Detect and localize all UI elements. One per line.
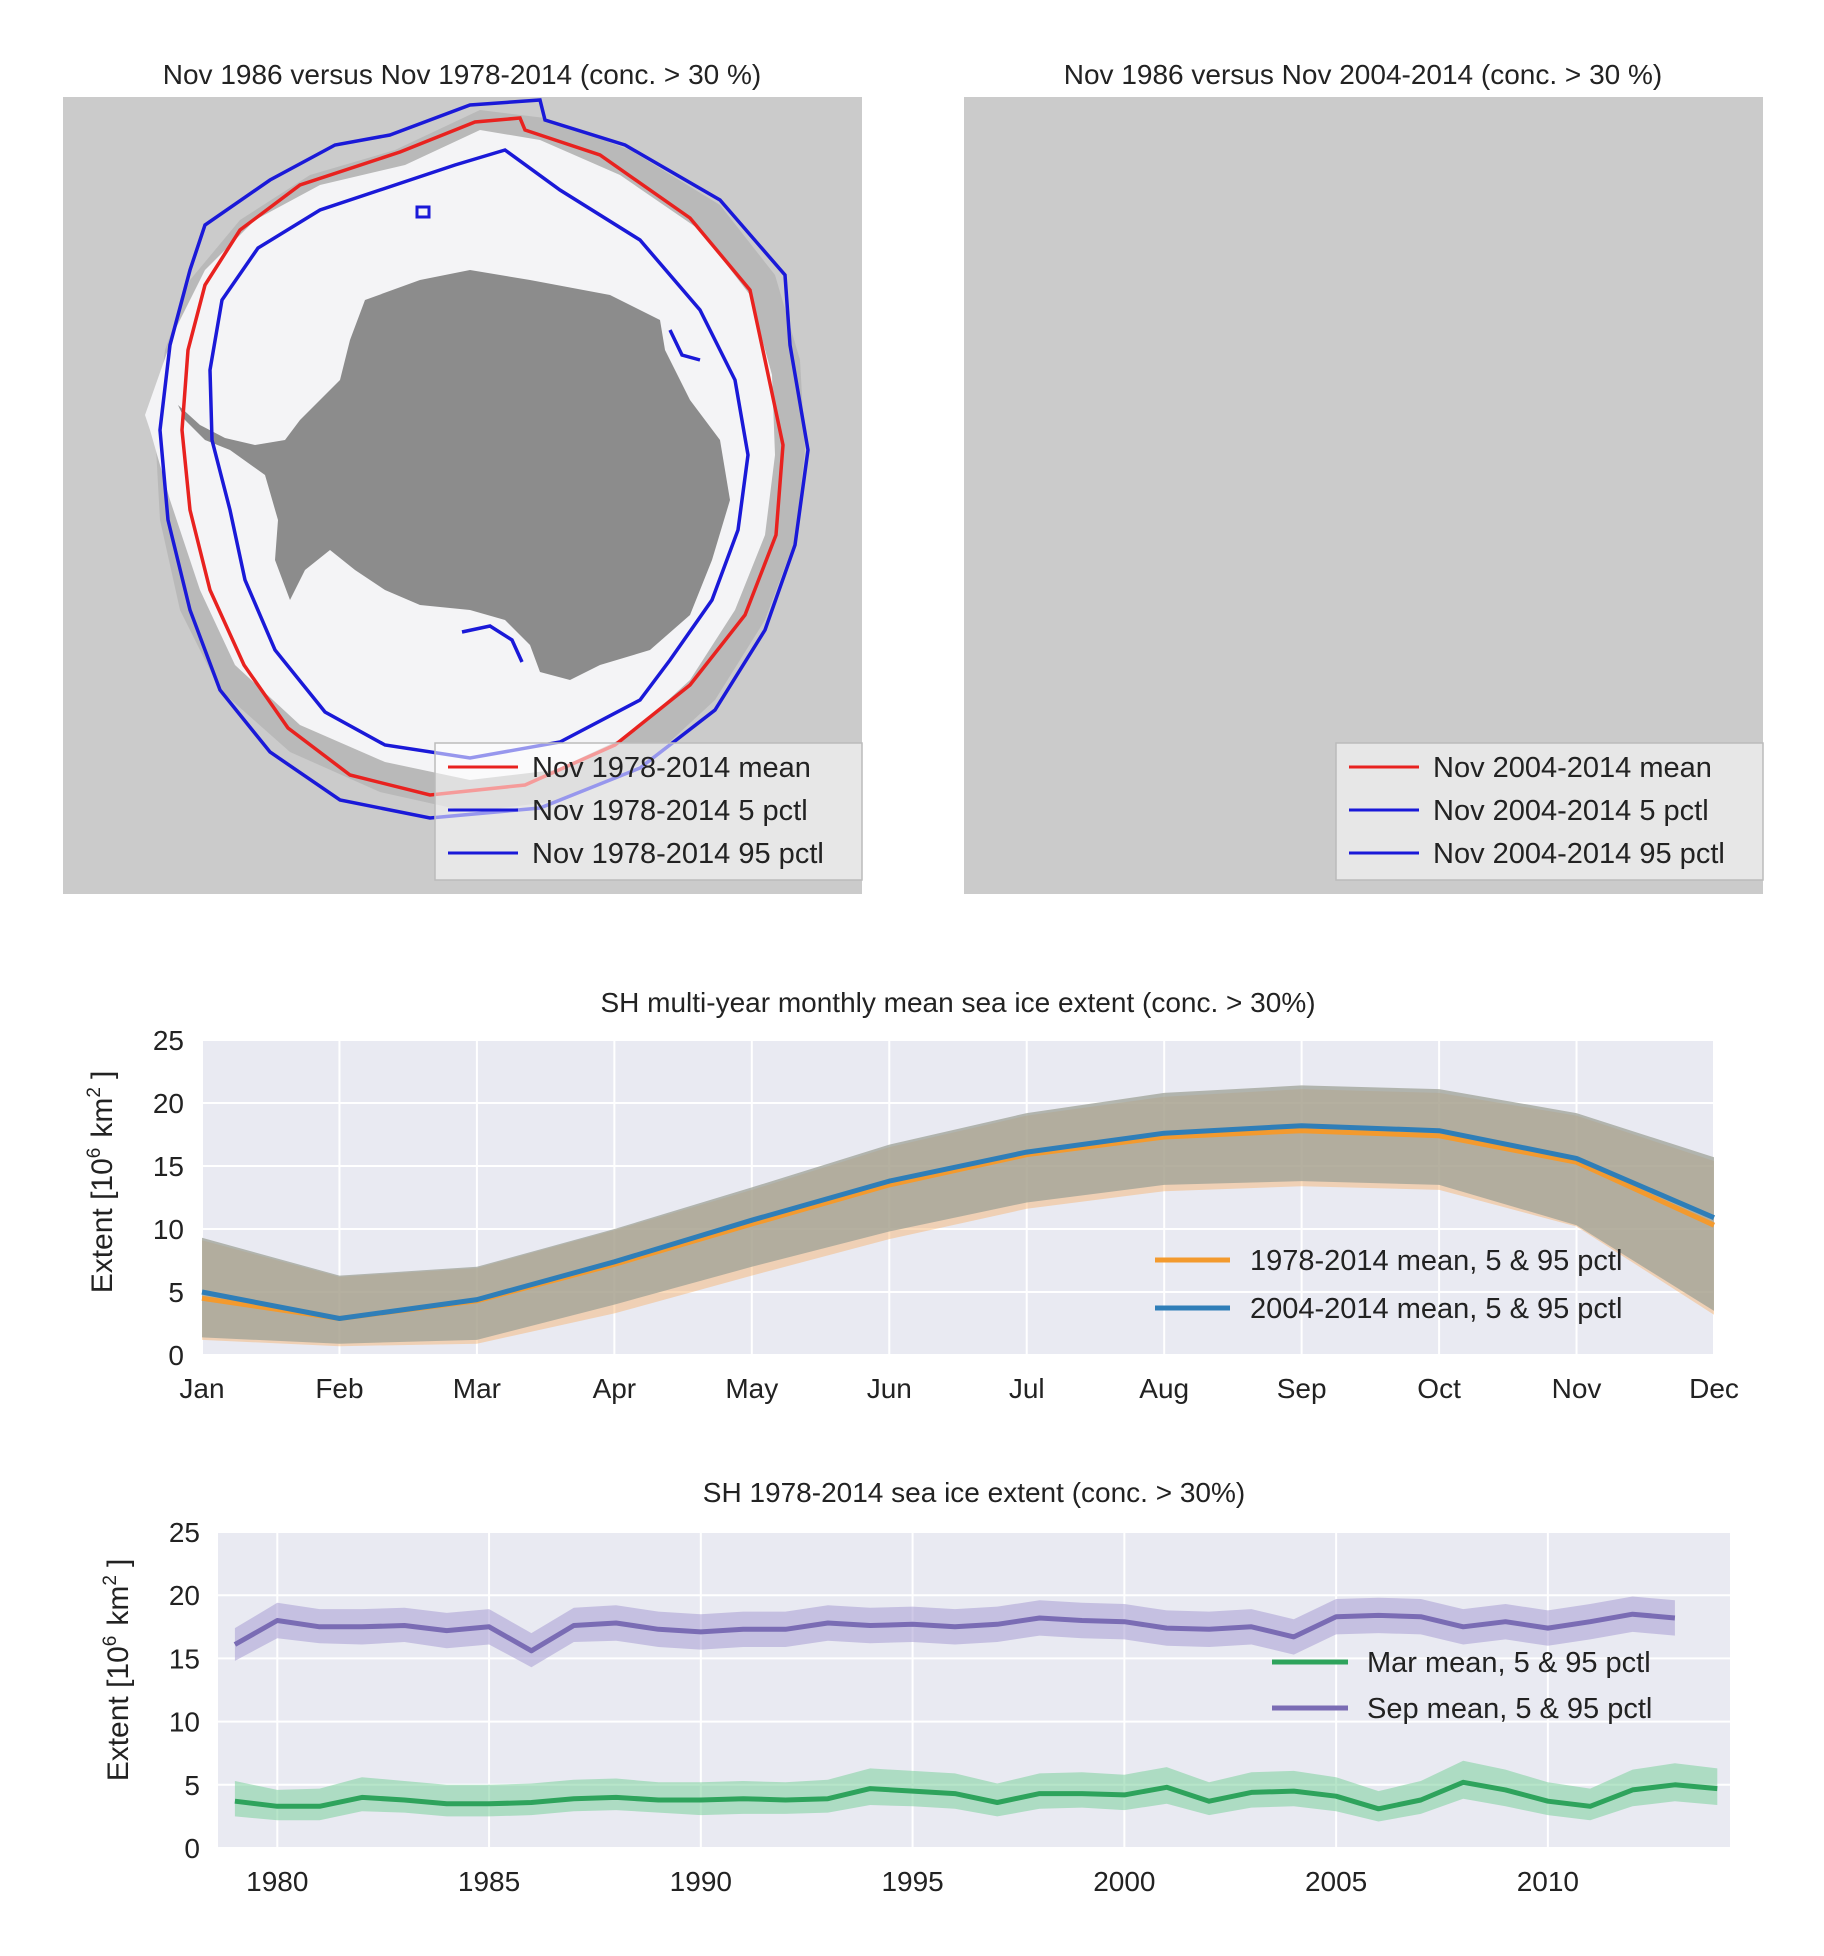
x-tick-label: 1980 (246, 1866, 308, 1897)
pctl95-island (415, 205, 431, 219)
pctl-band-1 (202, 1085, 1714, 1344)
x-tick-label: Feb (315, 1373, 363, 1404)
mean-line-1 (233, 1611, 1676, 1654)
y-tick-label: 15 (169, 1643, 200, 1674)
y-tick-label: 25 (169, 1517, 200, 1548)
legend-label-1978-2014: 1978-2014 mean, 5 & 95 pctl (1250, 1245, 1622, 1277)
x-tick-label: 2000 (1093, 1866, 1155, 1897)
y-tick-label: 25 (153, 1025, 184, 1056)
x-tick-label: 1995 (881, 1866, 943, 1897)
x-tick-label: Nov (1552, 1373, 1602, 1404)
x-tick-label: May (725, 1373, 778, 1404)
x-tick-label: Dec (1689, 1373, 1739, 1404)
y-tick-label: 10 (169, 1707, 200, 1738)
y-tick-label: 20 (169, 1580, 200, 1611)
legend-mean: Nov 2004-2014 mean (1433, 752, 1712, 784)
y-tick-label: 10 (153, 1214, 184, 1245)
pctl-band-1 (234, 1596, 1675, 1668)
chart-title: SH multi-year monthly mean sea ice exten… (600, 987, 1315, 1018)
x-tick-label: Jul (1009, 1373, 1045, 1404)
mean-line-0 (234, 1779, 1718, 1812)
map-title: Nov 1986 versus Nov 1978-2014 (conc. > 3… (163, 59, 761, 90)
y-tick-label: 0 (168, 1340, 184, 1371)
x-tick-label: Jan (179, 1373, 224, 1404)
legend-pctl95: Nov 1978-2014 95 pctl (532, 838, 824, 870)
legend: 1978-2014 mean, 5 & 95 pctl 2004-2014 me… (1155, 1245, 1622, 1325)
map-panel-2004-2014: Nov 1986 versus Nov 2004-2014 (conc. > 3… (964, 59, 1764, 894)
x-tick-label: 1985 (458, 1866, 520, 1897)
map-panel-1978-2014: Nov 1986 versus Nov 1978-2014 (conc. > 3… (63, 59, 863, 894)
x-tick-label: Oct (1417, 1373, 1461, 1404)
legend-mean: Nov 1978-2014 mean (532, 752, 811, 784)
x-tick-label: Apr (593, 1373, 637, 1404)
x-tick-label: Sep (1277, 1373, 1327, 1404)
y-axis-label: Extent [106km2] (100, 1559, 135, 1782)
x-tick-label: 2010 (1517, 1866, 1579, 1897)
map-figure: Nov 1986 versus Nov 1978-2014 (conc. > 3… (63, 59, 1764, 894)
x-tick-label: Aug (1139, 1373, 1189, 1404)
map-title: Nov 1986 versus Nov 2004-2014 (conc. > 3… (1064, 59, 1662, 90)
plot-area: 0 5 10 15 20 25 Jan Feb Mar Apr May Jun Jul Aug Sep Oct… (153, 1025, 1739, 1404)
legend-pctl95: Nov 2004-2014 95 pctl (1433, 838, 1725, 870)
x-tick-label: Mar (453, 1373, 501, 1404)
pctl5-contour (208, 148, 750, 760)
y-tick-label: 20 (153, 1088, 184, 1119)
legend-pctl5: Nov 2004-2014 5 pctl (1433, 795, 1709, 827)
legend: Mar mean, 5 & 95 pctl Sep mean, 5 & 95 p… (1272, 1647, 1652, 1725)
x-tick-label: 1990 (670, 1866, 732, 1897)
x-tick-label: Jun (867, 1373, 912, 1404)
legend-label-mar: Mar mean, 5 & 95 pctl (1367, 1647, 1651, 1679)
plot-area: 0 5 10 15 20 25 1980 1985 1990 1995 2000 2005 2010 (169, 1517, 1730, 1897)
yearly-extent-chart: SH 1978-2014 sea ice extent (conc. > 30%… (100, 1477, 1730, 1897)
y-tick-label: 5 (168, 1277, 184, 1308)
y-axis-label: Extent [106km2] (84, 1071, 119, 1294)
y-tick-label: 0 (184, 1833, 200, 1864)
x-tick-label: 2005 (1305, 1866, 1367, 1897)
map-legend: Nov 2004-2014 mean Nov 2004-2014 5 pctl … (1335, 742, 1764, 881)
antarctica-land (178, 270, 730, 680)
pctl5-fragment (668, 329, 701, 362)
map-legend: Nov 1978-2014 mean Nov 1978-2014 5 pctl … (434, 742, 863, 881)
legend-label-2004-2014: 2004-2014 mean, 5 & 95 pctl (1250, 1293, 1622, 1325)
pctl5-fragment (461, 624, 524, 663)
y-tick-label: 15 (153, 1151, 184, 1182)
chart-title: SH 1978-2014 sea ice extent (conc. > 30%… (703, 1477, 1245, 1508)
legend-pctl5: Nov 1978-2014 5 pctl (532, 795, 808, 827)
legend-label-sep: Sep mean, 5 & 95 pctl (1367, 1693, 1652, 1725)
pctl-band-0 (234, 1760, 1718, 1822)
monthly-extent-chart: SH multi-year monthly mean sea ice exten… (84, 987, 1739, 1404)
mean-line-1 (201, 1123, 1715, 1321)
y-tick-label: 5 (184, 1770, 200, 1801)
